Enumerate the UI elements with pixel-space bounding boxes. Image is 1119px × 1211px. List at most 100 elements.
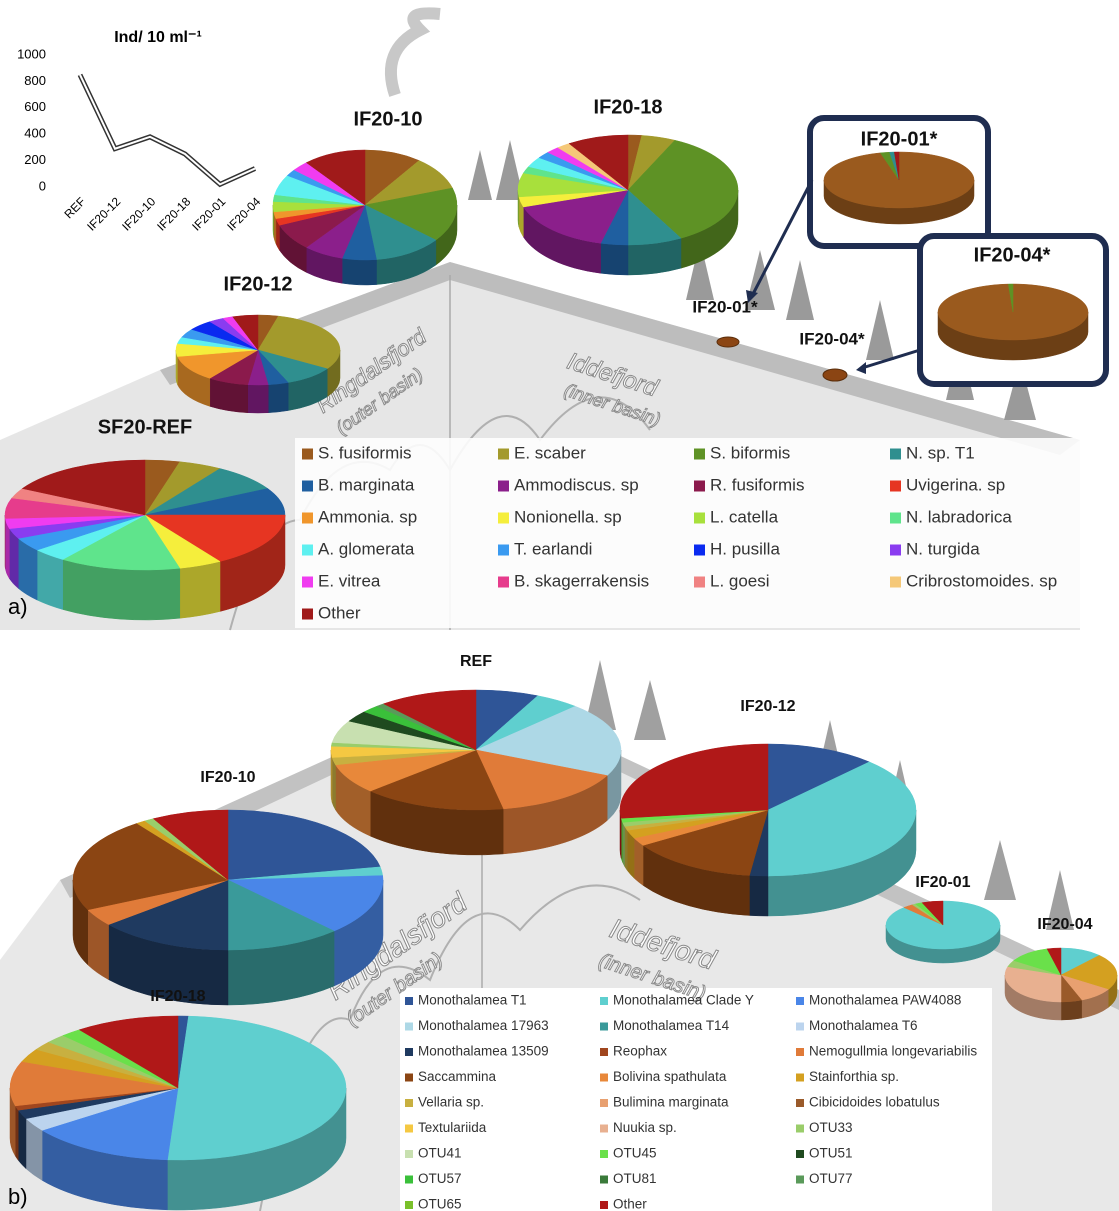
- y-tick-label: 1000: [17, 46, 46, 61]
- legend-swatch: [796, 1175, 804, 1184]
- legend-label: Bolivina spathulata: [613, 1069, 727, 1084]
- legend-label: Textulariida: [418, 1120, 487, 1135]
- pie-slice: [167, 1015, 347, 1161]
- pie-slice: [475, 705, 622, 776]
- legend-swatch: [694, 544, 705, 556]
- pie-slice-side: [17, 1109, 27, 1170]
- legend-label: Cribrostomoides. sp: [906, 571, 1057, 590]
- legend-swatch: [890, 576, 901, 588]
- pie-slice-side: [268, 382, 289, 413]
- legend-swatch: [405, 1022, 413, 1031]
- legend-label: R. fusiformis: [710, 475, 804, 494]
- site-label: IF20-01*: [692, 297, 758, 316]
- legend-label: Cibicidoides lobatulus: [809, 1095, 940, 1110]
- pie-title: SF20-REF: [98, 416, 192, 438]
- legend-swatch: [302, 512, 313, 524]
- legend-label: H. pusilla: [710, 539, 780, 558]
- legend-swatch: [796, 1150, 804, 1158]
- pie-slice-side: [1060, 999, 1082, 1021]
- pie-slice: [72, 823, 229, 911]
- legend-label: Vellaria sp.: [418, 1095, 484, 1110]
- pie-slice: [893, 151, 900, 181]
- legend-label: Monothalamea T6: [809, 1018, 918, 1033]
- line-title: Ind/ 10 ml⁻¹: [114, 29, 202, 46]
- legend-label: Monothalamea Clade Y: [613, 993, 754, 1008]
- legend-label: Other: [318, 603, 361, 622]
- pie-slice: [144, 514, 286, 562]
- legend-swatch: [302, 480, 313, 492]
- pie-slice: [232, 314, 259, 351]
- pie-slice-side: [341, 257, 377, 286]
- pie-slice: [305, 149, 366, 206]
- pie-slice: [227, 879, 335, 951]
- pie-title: IF20-12: [740, 698, 795, 715]
- legend-swatch: [302, 608, 313, 620]
- legend-label: OTU81: [613, 1171, 657, 1186]
- line: [79, 74, 256, 186]
- arrow-head: [746, 290, 758, 303]
- pie-slice: [107, 879, 229, 951]
- x-tick-label: IF20-12: [84, 194, 123, 233]
- legend-swatch: [796, 997, 804, 1005]
- site-marker: [716, 336, 740, 348]
- legend-label: L. goesi: [710, 571, 770, 590]
- legend-swatch: [694, 576, 705, 588]
- y-tick-label: 400: [24, 126, 46, 141]
- legend-swatch: [498, 512, 509, 524]
- pie-slice-side: [600, 242, 629, 276]
- legend-swatch: [890, 512, 901, 524]
- site-marker: [822, 368, 848, 382]
- legend-label: Bulimina marginata: [613, 1095, 729, 1110]
- legend-label: E. vitrea: [318, 571, 381, 590]
- pie-slice: [522, 189, 629, 244]
- legend-swatch: [600, 1022, 608, 1031]
- legend-swatch: [405, 997, 413, 1005]
- pie-slice: [152, 809, 229, 881]
- x-tick-label: REF: [61, 194, 88, 221]
- pie-slice: [1046, 947, 1062, 976]
- pie-slice: [1007, 283, 1014, 313]
- legend-swatch: [600, 1073, 608, 1082]
- legend-swatch: [796, 1022, 804, 1031]
- pie-slice: [364, 187, 458, 241]
- pie-slice: [78, 1015, 179, 1089]
- pie-slice: [257, 315, 341, 370]
- legend-swatch: [694, 448, 705, 460]
- arrow-head: [856, 362, 866, 374]
- legend-label: Ammodiscus. sp: [514, 475, 639, 494]
- legend-label: Other: [613, 1197, 647, 1211]
- legend-label: T. earlandi: [514, 539, 592, 558]
- legend-swatch: [405, 1048, 413, 1056]
- legend-label: OTU57: [418, 1171, 462, 1186]
- pie-slice: [767, 761, 917, 877]
- legend-swatch: [405, 1124, 413, 1133]
- legend-swatch: [498, 576, 509, 588]
- pie-slice: [227, 809, 381, 881]
- legend-label: N. turgida: [906, 539, 980, 558]
- legend-swatch: [600, 1201, 608, 1209]
- pie-slice: [767, 743, 870, 811]
- legend-swatch: [694, 512, 705, 524]
- legend-label: Reophax: [613, 1044, 667, 1059]
- pie-title: IF20-18: [150, 988, 205, 1005]
- pie-slice: [619, 743, 769, 819]
- legend-backdrop: [400, 988, 992, 1211]
- pie-title: IF20-10: [354, 108, 423, 130]
- legend-label: Monothalamea T1: [418, 993, 527, 1008]
- legend-swatch: [600, 1175, 608, 1184]
- pie-slice: [642, 809, 769, 876]
- legend-swatch: [302, 544, 313, 556]
- pie-slice: [227, 875, 384, 932]
- pie-slice: [627, 139, 739, 239]
- pie-slice-side: [331, 757, 336, 811]
- legend-swatch: [796, 1073, 804, 1082]
- pie-title: IF20-12: [224, 273, 293, 295]
- pie-slice-side: [247, 384, 269, 414]
- pie-title: IF20-01*: [861, 128, 938, 150]
- legend-label: N. labradorica: [906, 507, 1012, 526]
- pie-title: IF20-04: [1037, 916, 1092, 933]
- pie-slice: [1004, 966, 1062, 1003]
- legend-swatch: [405, 1073, 413, 1082]
- arrow: [861, 348, 921, 370]
- pie-slice-side: [9, 527, 19, 589]
